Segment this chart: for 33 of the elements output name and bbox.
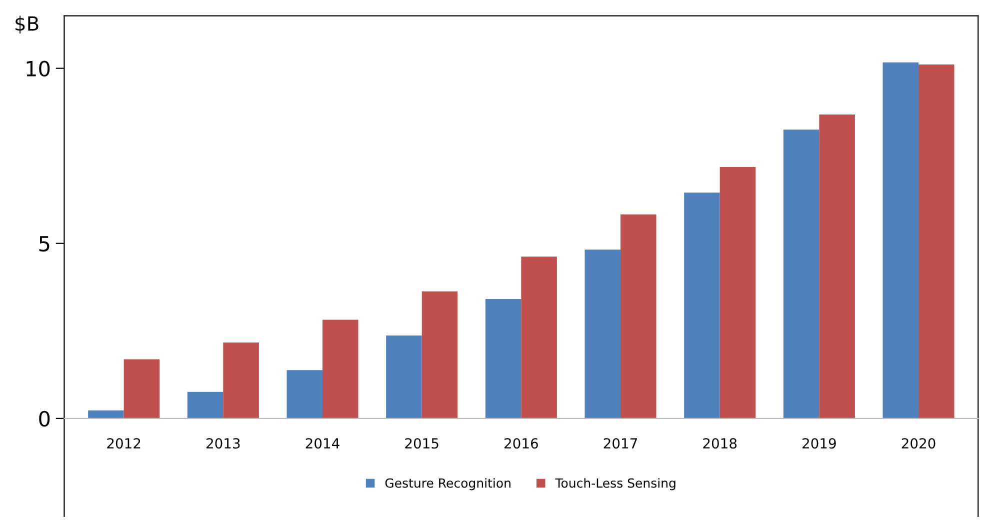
bar — [720, 167, 756, 418]
x-tick-label: 2016 — [504, 438, 538, 449]
bar — [386, 335, 422, 418]
bar — [521, 256, 557, 418]
bar — [422, 291, 458, 418]
x-tick-label: 2017 — [604, 438, 637, 449]
y-axis-title: $B — [16, 16, 38, 34]
x-tick-label: 2018 — [703, 438, 737, 449]
bar — [584, 250, 621, 418]
bar — [620, 214, 656, 418]
bar — [187, 392, 224, 418]
bar — [124, 359, 160, 418]
y-tick-label: 5 — [39, 236, 50, 252]
x-tick-label: 2013 — [206, 438, 240, 449]
bar — [322, 320, 358, 418]
bar — [882, 62, 919, 418]
bar — [819, 114, 855, 418]
bar — [88, 410, 124, 418]
bar — [783, 130, 820, 418]
x-tick-label: 2014 — [306, 438, 340, 449]
bar — [918, 64, 954, 418]
y-tick-label: 0 — [39, 410, 50, 427]
bar — [485, 299, 522, 418]
legend-label: Gesture Recognition — [385, 478, 510, 490]
bar — [223, 342, 259, 418]
bar — [286, 370, 322, 418]
legend-label: Touch-Less Sensing — [555, 478, 676, 490]
x-tick-label: 2020 — [902, 438, 936, 449]
y-tick-label: 10 — [26, 60, 50, 77]
x-tick-label: 2015 — [405, 438, 438, 449]
bar — [684, 192, 720, 418]
x-tick-label: 2012 — [107, 438, 140, 449]
x-tick-label: 2019 — [802, 438, 836, 449]
